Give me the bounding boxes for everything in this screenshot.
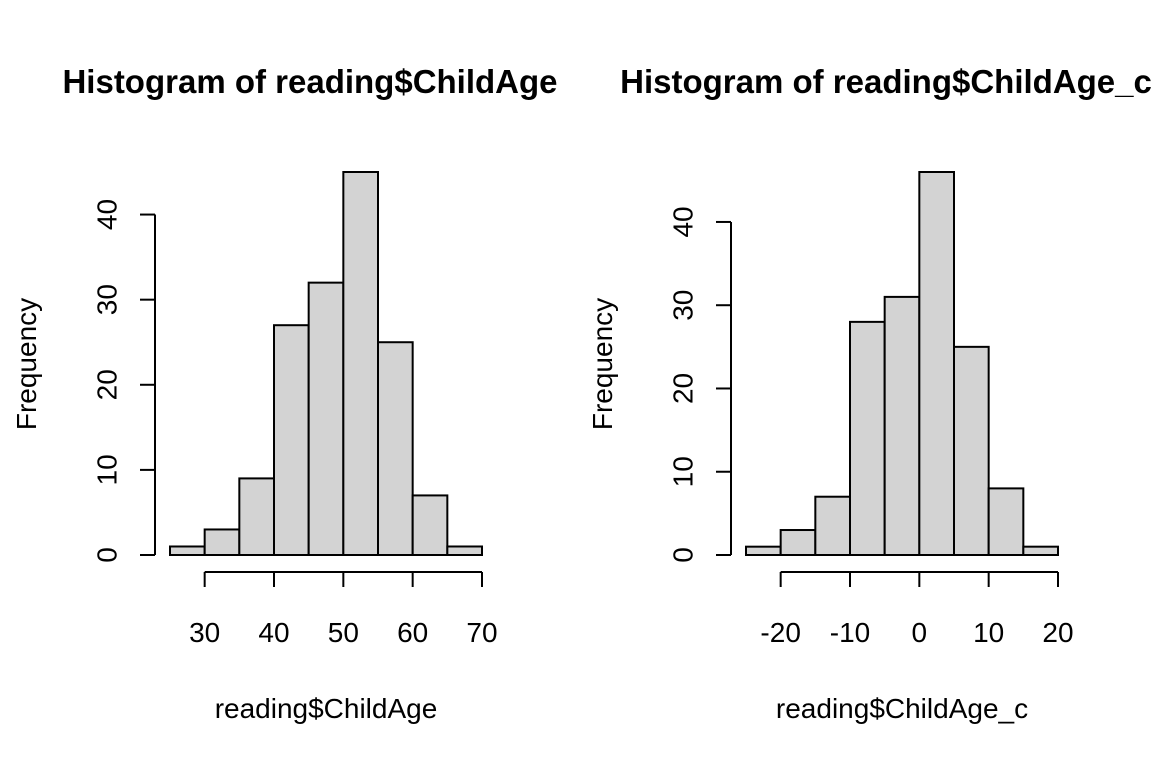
histogram-bar <box>918 171 955 556</box>
histogram-bar <box>883 295 921 556</box>
y-axis-label: Frequency <box>587 298 618 430</box>
histogram-bar <box>273 324 310 557</box>
x-tick-label: -20 <box>760 617 800 648</box>
histogram-bar <box>849 320 886 556</box>
x-tick-label: 40 <box>258 617 289 648</box>
chart-panel-2: Histogram of reading$ChildAge_c Frequenc… <box>587 63 1152 724</box>
y-tick-label: 40 <box>667 206 698 237</box>
x-tick-label: 30 <box>189 617 220 648</box>
histogram-bar <box>169 545 206 557</box>
histogram-bar <box>446 545 484 557</box>
histogram-bar <box>307 281 345 556</box>
x-tick-label: 0 <box>912 617 928 648</box>
x-axis-label: reading$ChildAge <box>215 693 438 724</box>
x-tick-label: 50 <box>328 617 359 648</box>
histogram-bar <box>814 495 851 556</box>
histogram-bar <box>987 487 1025 556</box>
histogram-bar <box>203 528 241 557</box>
x-axis-label: reading$ChildAge_c <box>776 693 1028 724</box>
x-tick-label: 20 <box>1042 617 1073 648</box>
chart-panel-1: Histogram of reading$ChildAge Frequency … <box>11 63 558 724</box>
y-tick-label: 20 <box>91 369 122 400</box>
histogram-bars <box>169 171 484 557</box>
y-tick-label: 0 <box>667 547 698 563</box>
y-tick-label: 30 <box>667 290 698 321</box>
histogram-bar <box>342 171 380 556</box>
y-tick-label: 10 <box>91 454 122 485</box>
chart-title: Histogram of reading$ChildAge <box>62 63 557 100</box>
histogram-bar <box>377 341 414 556</box>
histogram-bar <box>779 529 817 556</box>
histogram-bar <box>238 477 275 556</box>
histogram-bar <box>953 345 990 557</box>
x-tick-label: 60 <box>397 617 428 648</box>
x-tick-label: 10 <box>973 617 1004 648</box>
y-tick-label: 20 <box>667 373 698 404</box>
y-axis: 0 10 20 30 40 <box>667 206 732 563</box>
chart-title: Histogram of reading$ChildAge_c <box>620 63 1152 100</box>
x-tick-label: 70 <box>466 617 497 648</box>
histogram-bar <box>1022 545 1059 556</box>
histogram-bar <box>411 494 449 556</box>
y-tick-label: 40 <box>91 199 122 230</box>
x-axis: -20 -10 0 10 20 <box>760 571 1074 648</box>
x-tick-label: -10 <box>830 617 870 648</box>
histogram-bars <box>745 171 1059 557</box>
x-axis: 30 40 50 60 70 <box>189 571 498 648</box>
y-tick-label: 10 <box>667 456 698 487</box>
histogram-bar <box>745 545 782 556</box>
y-tick-label: 0 <box>91 547 122 563</box>
y-axis: 0 10 20 30 40 <box>91 199 156 563</box>
y-tick-label: 30 <box>91 284 122 315</box>
y-axis-label: Frequency <box>11 298 42 430</box>
